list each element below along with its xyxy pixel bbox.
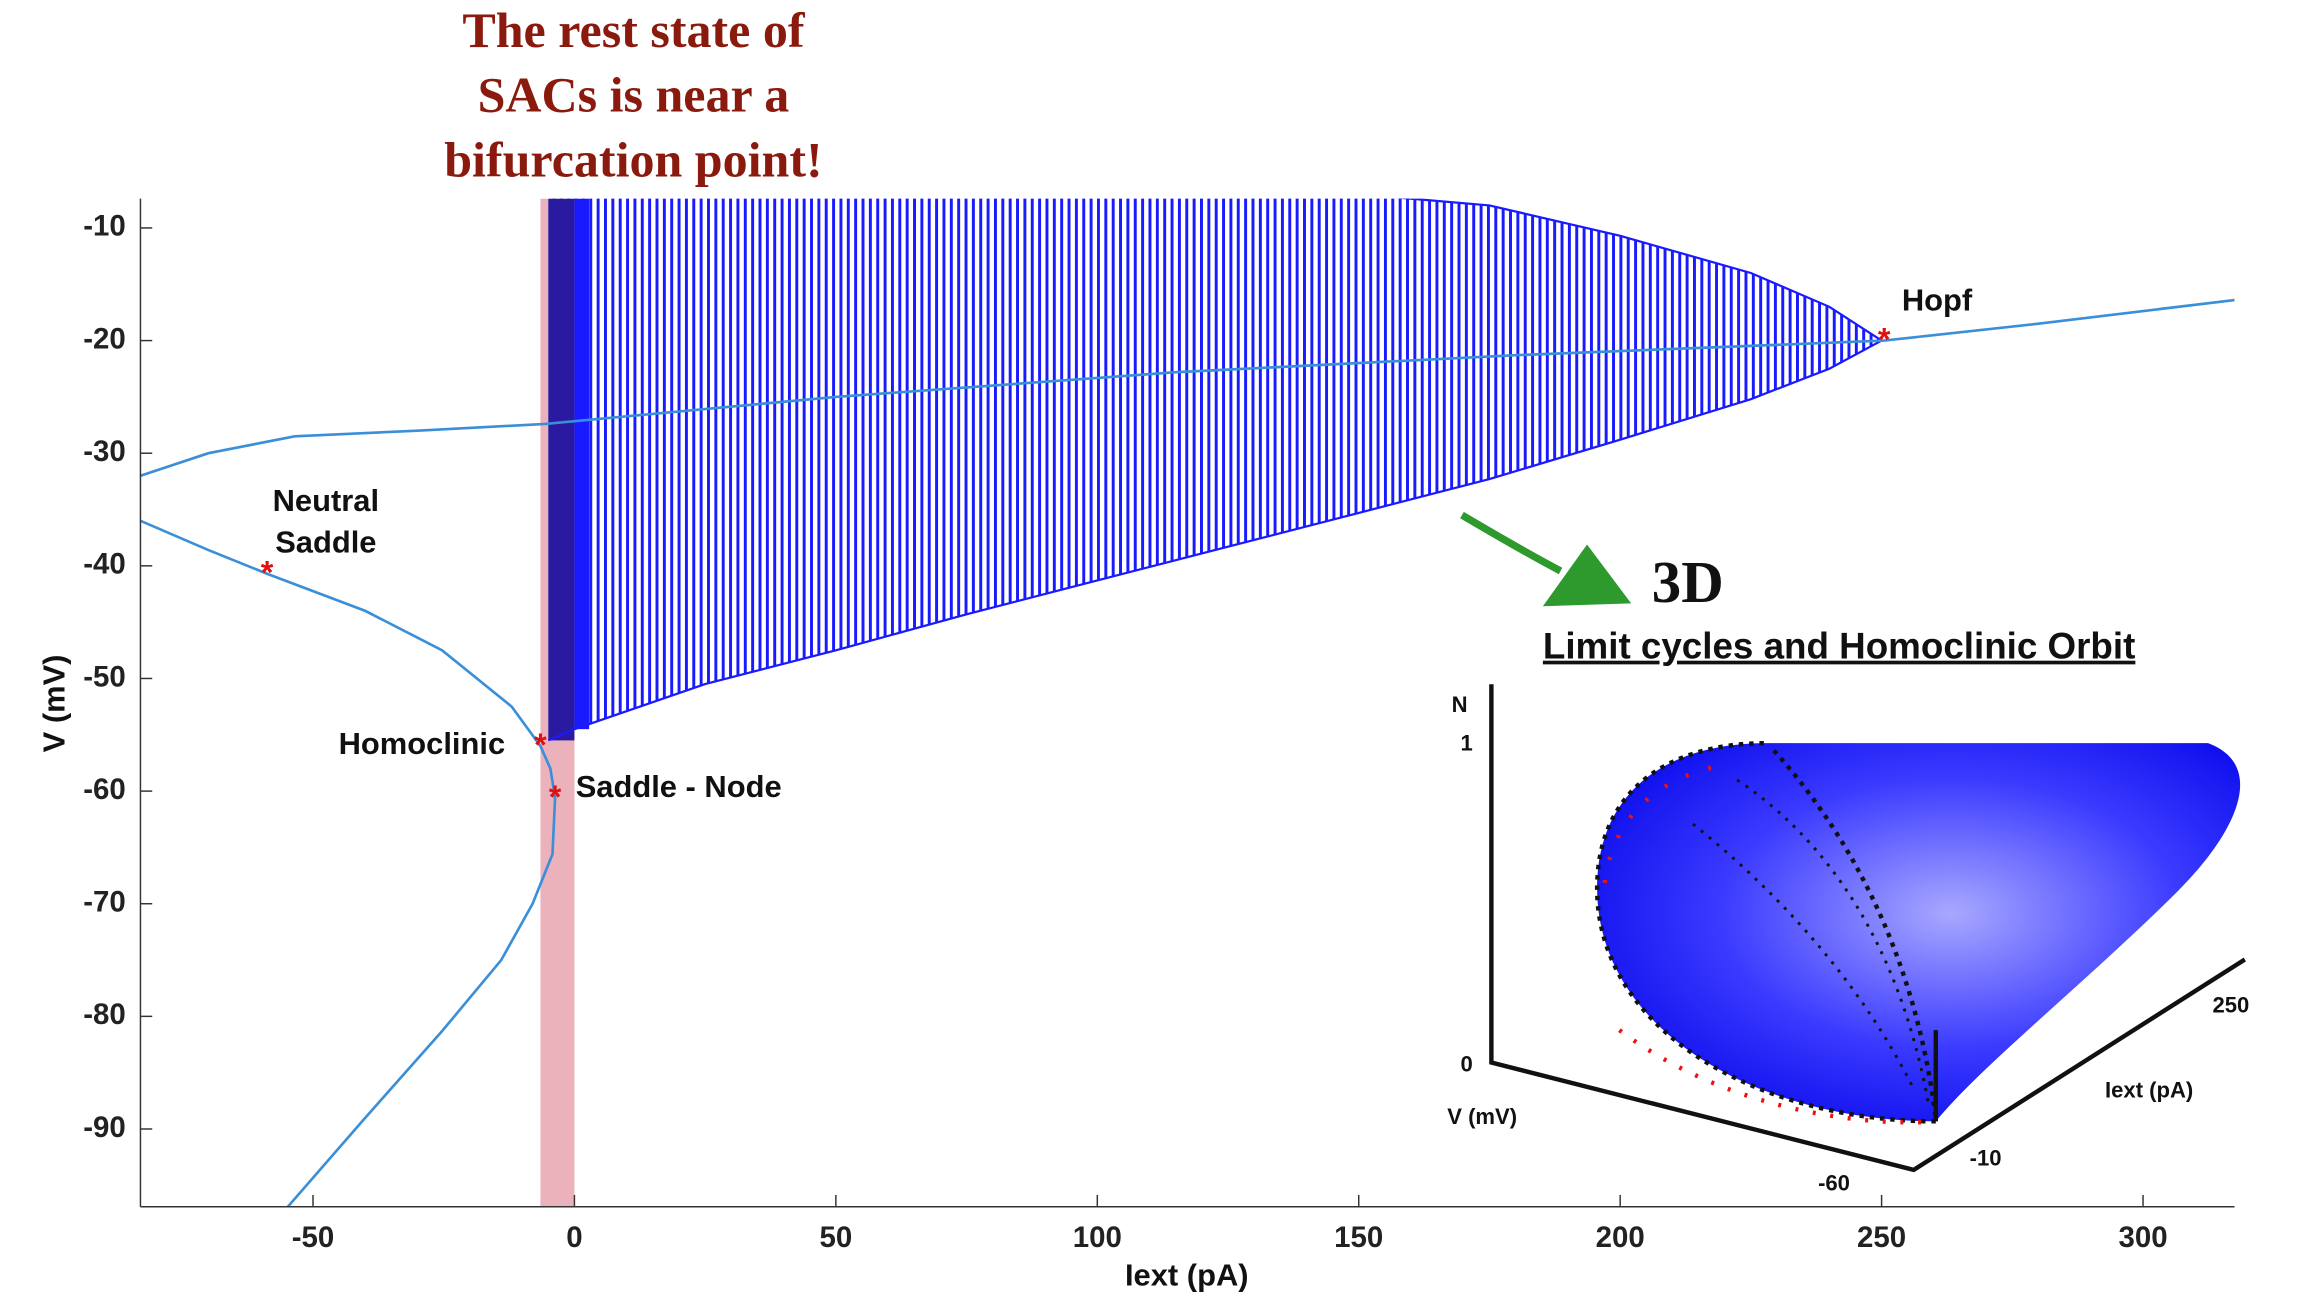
y-tick-label: -50 bbox=[83, 660, 126, 693]
inset-tick: -10 bbox=[1970, 1145, 2002, 1170]
title-line: bifurcation point! bbox=[444, 131, 822, 187]
bifurcation-point: * bbox=[1878, 322, 1891, 358]
inset-axis-label: N bbox=[1452, 692, 1468, 717]
limit-cycle-envelope bbox=[547, 339, 1883, 742]
inset-tick: 250 bbox=[2212, 992, 2249, 1017]
inset-tick: -60 bbox=[1818, 1170, 1850, 1195]
y-tick-label: -30 bbox=[83, 435, 126, 468]
title-line: SACs is near a bbox=[478, 67, 790, 123]
axes bbox=[139, 198, 2235, 1208]
y-tick-label: -60 bbox=[83, 773, 126, 806]
inset-tick: 1 bbox=[1460, 730, 1472, 755]
x-tick-label: 100 bbox=[1073, 1221, 1122, 1254]
y-tick-label: -70 bbox=[83, 886, 126, 919]
inset-axis-label: Iext (pA) bbox=[2105, 1078, 2193, 1103]
bifurcation-point: * bbox=[261, 555, 274, 591]
x-tick-label: 50 bbox=[820, 1221, 853, 1254]
y-tick-label: -90 bbox=[83, 1111, 126, 1144]
x-tick-label: 300 bbox=[2118, 1221, 2167, 1254]
title-line: The rest state of bbox=[462, 2, 805, 58]
inset-tick: 0 bbox=[1460, 1051, 1472, 1076]
point-label: Hopf bbox=[1902, 282, 1973, 317]
point-label: Homoclinic bbox=[339, 726, 506, 761]
y-tick-label: -20 bbox=[83, 322, 126, 355]
x-axis-title: Iext (pA) bbox=[1125, 1257, 1249, 1292]
inset-3d bbox=[1489, 684, 2247, 1173]
bifurcation-point: * bbox=[549, 779, 562, 815]
y-tick-label: -40 bbox=[83, 548, 126, 581]
x-tick-label: -50 bbox=[292, 1221, 335, 1254]
point-label: Saddle bbox=[275, 524, 376, 559]
point-label: Neutral bbox=[273, 483, 379, 518]
x-tick-label: 200 bbox=[1596, 1221, 1645, 1254]
inset-tag: 3D bbox=[1652, 550, 1724, 615]
y-tick-label: -10 bbox=[83, 210, 126, 243]
limit-cycle-dense bbox=[574, 198, 590, 730]
arrow bbox=[1460, 511, 1632, 607]
limit-cycle-envelope bbox=[1398, 198, 1883, 342]
limit-cycle-dense bbox=[548, 198, 575, 741]
equilibrium-curve bbox=[140, 298, 2235, 477]
inset-axis-label: V (mV) bbox=[1447, 1104, 1517, 1129]
x-tick-label: 250 bbox=[1857, 1221, 1906, 1254]
point-label: Saddle - Node bbox=[576, 769, 782, 804]
plot-area bbox=[140, 198, 2235, 1207]
limit-cycle-region bbox=[548, 198, 1882, 741]
x-tick-label: 150 bbox=[1334, 1221, 1383, 1254]
x-tick-label: 0 bbox=[566, 1221, 582, 1254]
equilibrium-curve bbox=[140, 519, 557, 1207]
inset-title: Limit cycles and Homoclinic Orbit bbox=[1543, 626, 2135, 667]
bifurcation-point: * bbox=[534, 727, 547, 763]
y-axis-title: V (mV) bbox=[37, 654, 72, 752]
y-tick-label: -80 bbox=[83, 998, 126, 1031]
